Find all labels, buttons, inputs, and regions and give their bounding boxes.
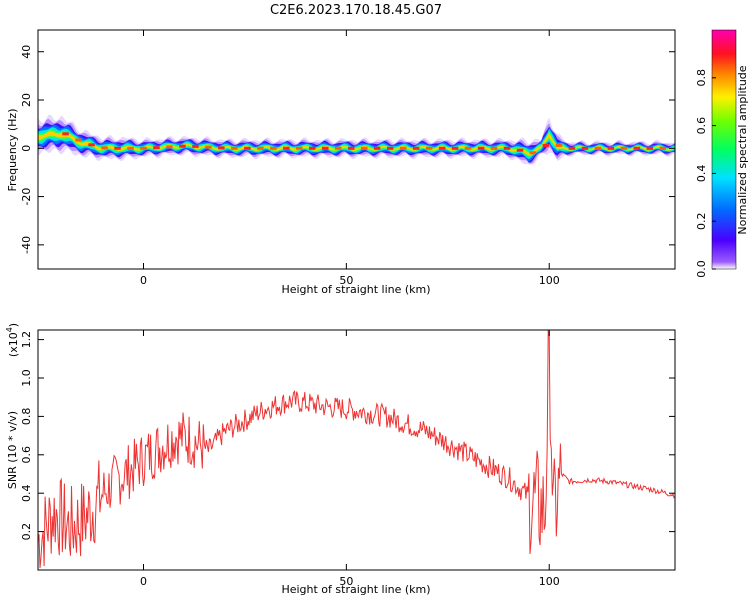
ridge-core <box>516 148 524 152</box>
snr-plot-area <box>38 330 675 570</box>
ridge-core <box>503 146 511 150</box>
ridge-core <box>438 146 446 150</box>
ridge-core <box>464 146 472 150</box>
ridge-core <box>75 138 82 142</box>
heatmap-y-axis-label: Frequency (Hz) <box>6 109 19 192</box>
ridge-core <box>218 146 225 150</box>
y-tick-label: 0.2 <box>20 523 33 541</box>
y-tick-label: -40 <box>20 236 33 254</box>
y-tick-label: 0 <box>20 145 33 152</box>
ridge-core <box>179 144 186 148</box>
colorbar-tick-label: 0.4 <box>695 165 708 183</box>
colorbar-tick-label: 0.6 <box>695 117 708 135</box>
ridge-core <box>361 146 368 150</box>
ridge-core <box>322 146 329 150</box>
ridge-core <box>568 146 576 150</box>
ridge-core <box>192 144 199 148</box>
snr-x-axis-label: Height of straight line (km) <box>281 583 430 596</box>
heatmap-frame <box>37 29 676 270</box>
colorbar-tick-label: 0.2 <box>695 212 708 230</box>
ridge-core <box>244 146 251 150</box>
ridge-core <box>425 146 433 150</box>
ridge-core <box>127 146 134 150</box>
ridge-core <box>386 146 394 150</box>
ridge-core <box>542 143 550 147</box>
ridge-core <box>335 146 342 150</box>
ridge-core <box>257 146 264 150</box>
snr-y-ticks: 0.2 0.4 0.6 0.8 1.0 1.2 <box>20 331 675 540</box>
ridge-core <box>607 146 615 150</box>
x-tick-label: 50 <box>339 274 353 287</box>
ridge-core <box>283 146 290 150</box>
colorbar-ticks: 0.0 0.2 0.4 0.6 0.8 <box>695 69 716 278</box>
heatmap-y-ticks: -40 -20 0 20 40 <box>20 45 675 254</box>
ridge-core <box>451 146 459 150</box>
colorbar-tick-label: 0.8 <box>695 69 708 87</box>
y-tick-label: 1.0 <box>20 369 33 387</box>
ridge-core <box>529 151 537 155</box>
ridge-core <box>633 146 641 150</box>
ridge-core <box>296 146 303 150</box>
ridge-core <box>399 146 407 150</box>
ridge-core <box>153 146 160 150</box>
ridge-core <box>309 146 316 150</box>
y-tick-label: 0.4 <box>20 484 33 502</box>
x-tick-label: 50 <box>339 575 353 588</box>
x-tick-label: 100 <box>539 575 560 588</box>
x-tick-label: 0 <box>140 274 147 287</box>
ridge-core <box>659 146 667 150</box>
snr-panel: 0 50 100 0.2 0.4 0.6 0.8 1.0 1.2 Height of stra… <box>5 323 676 596</box>
colorbar-tick-label: 0.0 <box>695 260 708 278</box>
ridge-core <box>166 145 173 149</box>
heatmap-ridge <box>38 114 675 165</box>
ridge-band <box>38 131 675 156</box>
ridge-core <box>490 146 498 150</box>
ridge-core <box>62 132 69 136</box>
snr-y-multiplier: (x104) <box>5 323 20 357</box>
snr-x-ticks: 0 50 100 <box>140 330 560 588</box>
ridge-core <box>594 146 602 150</box>
ridge-core <box>348 146 355 150</box>
snr-frame <box>37 329 676 571</box>
ridge-core <box>555 143 563 147</box>
heatmap-x-ticks: 0 50 100 <box>140 30 560 287</box>
y-tick-label: 20 <box>20 93 33 107</box>
ridge-core <box>101 146 108 150</box>
ridge-core <box>231 146 238 150</box>
heatmap-x-axis-label: Height of straight line (km) <box>281 283 430 296</box>
x-tick-label: 100 <box>539 274 560 287</box>
ridge-core <box>205 145 212 149</box>
ridge-core <box>373 146 381 150</box>
y-tick-label: 1.2 <box>20 331 33 349</box>
ridge-core <box>646 146 654 150</box>
ridge-core <box>114 146 121 150</box>
colorbar-label: Normalized spectral amplitude <box>736 65 749 234</box>
ridge-core <box>270 146 277 150</box>
colorbar-gradient <box>711 29 737 270</box>
ridge-core <box>88 143 95 147</box>
y-tick-label: 0.6 <box>20 446 33 464</box>
ridge-core <box>620 146 628 150</box>
colorbar: 0.0 0.2 0.4 0.6 0.8 Normalized spectral ampl… <box>695 29 749 278</box>
y-tick-label: -20 <box>20 188 33 206</box>
heatmap-panel: 0 50 100 -40 -20 0 20 40 Height of straight li… <box>6 29 676 296</box>
ridge-core <box>581 146 589 150</box>
y-tick-label: 0.8 <box>20 408 33 426</box>
x-tick-label: 0 <box>140 575 147 588</box>
chart-title: C2E6.2023.170.18.45.G07 <box>270 3 442 18</box>
y-tick-label: 40 <box>20 45 33 59</box>
ridge-core <box>412 146 420 150</box>
ridge-core <box>477 146 485 150</box>
ridge-core <box>140 146 147 150</box>
snr-series-line <box>38 330 675 569</box>
snr-y-axis-label: SNR (10 * v/v) <box>6 411 19 489</box>
